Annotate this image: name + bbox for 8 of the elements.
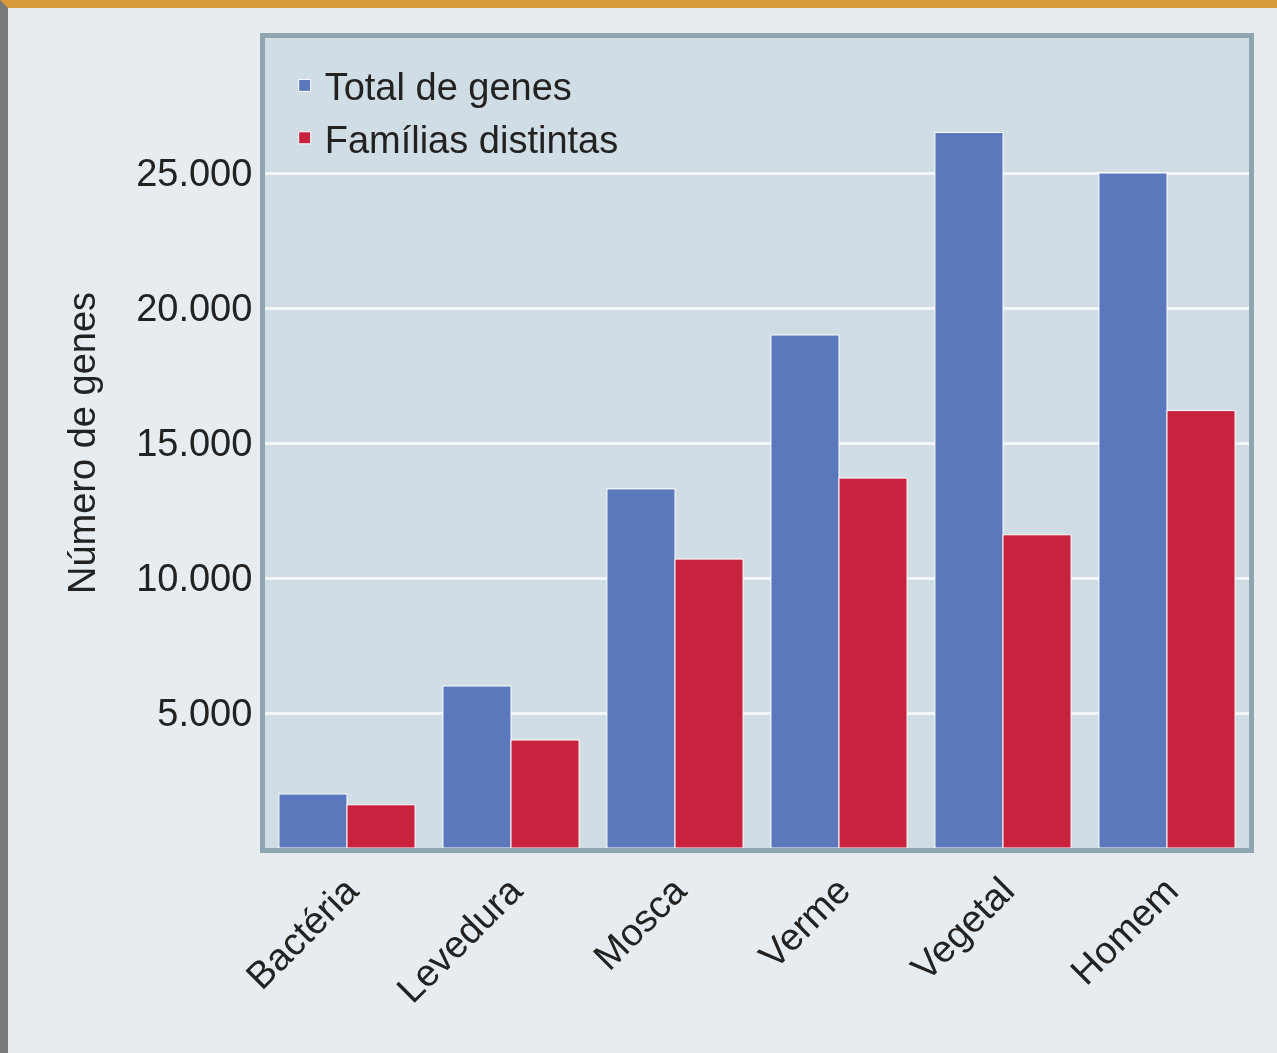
legend-label: Total de genes xyxy=(324,66,572,109)
y-tick-label: 20.000 xyxy=(136,287,253,330)
y-tick-label: 5.000 xyxy=(157,692,253,735)
y-axis-title: Número de genes xyxy=(61,291,104,595)
y-tick-label: 10.000 xyxy=(136,557,253,600)
legend-label: Famílias distintas xyxy=(324,118,619,161)
y-tick-label: 15.000 xyxy=(136,422,253,465)
y-tick-label: 25.000 xyxy=(136,152,253,195)
